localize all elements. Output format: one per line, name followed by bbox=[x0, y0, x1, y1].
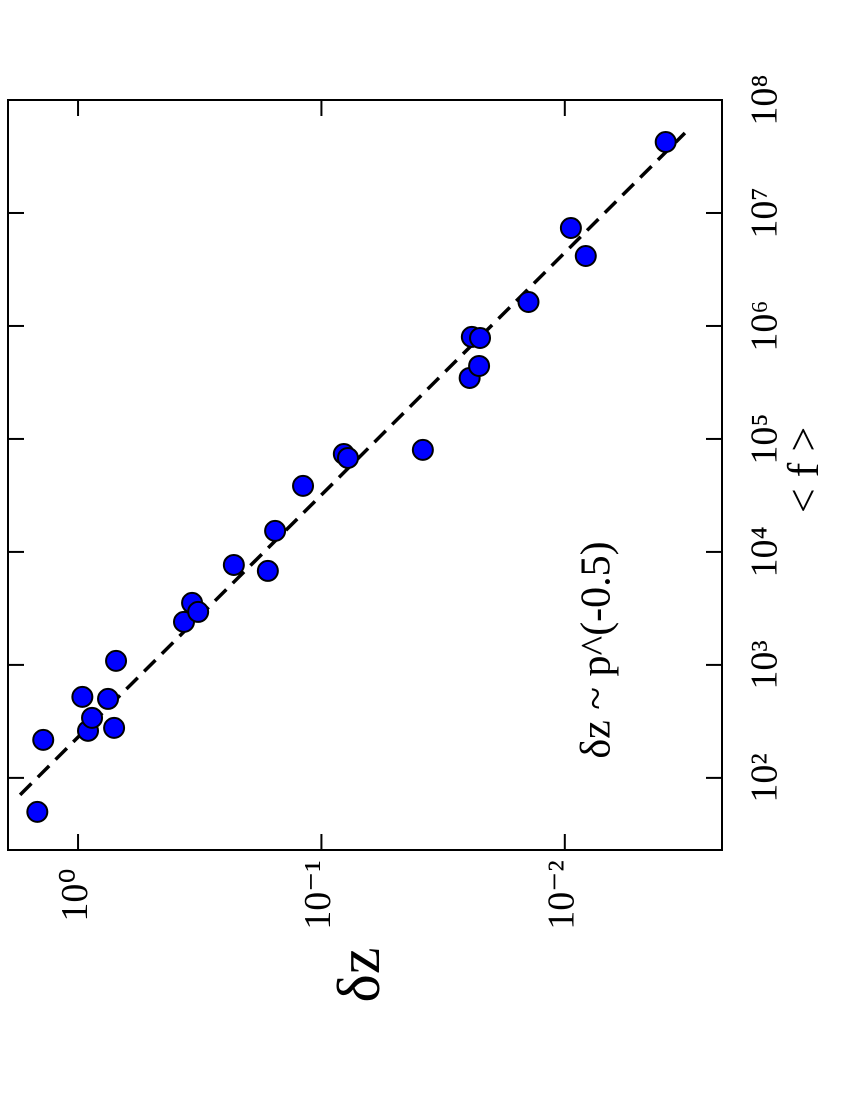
x-tick-label: 10² bbox=[744, 753, 786, 802]
data-point bbox=[411, 438, 434, 461]
data-point bbox=[26, 800, 49, 823]
data-point bbox=[97, 687, 120, 710]
x-tick-label: 10⁷ bbox=[744, 187, 786, 238]
y-tick-label: 10⁻¹ bbox=[297, 860, 339, 929]
x-tick-label: 10⁸ bbox=[744, 74, 786, 125]
data-point bbox=[103, 716, 126, 739]
annotation: δz ~ p^(-0.5) bbox=[574, 541, 620, 758]
data-point bbox=[469, 326, 492, 349]
data-point bbox=[187, 600, 210, 623]
y-tick-label: 10⁻² bbox=[541, 860, 583, 929]
data-point bbox=[336, 446, 359, 469]
data-point bbox=[468, 354, 491, 377]
data-point bbox=[292, 474, 315, 497]
plot-frame bbox=[7, 99, 723, 851]
x-tick-label: 10⁶ bbox=[744, 300, 786, 351]
data-point bbox=[574, 245, 597, 268]
data-point bbox=[559, 217, 582, 240]
data-point bbox=[222, 553, 245, 576]
data-point bbox=[81, 706, 104, 729]
x-tick-label: 10⁵ bbox=[744, 413, 786, 464]
data-point bbox=[105, 649, 128, 672]
data-point bbox=[654, 130, 677, 153]
data-point bbox=[71, 685, 94, 708]
data-point bbox=[32, 728, 55, 751]
data-point bbox=[256, 559, 279, 582]
y-tick-label: 10⁰ bbox=[54, 868, 96, 921]
fit-line bbox=[18, 131, 687, 797]
x-axis-label: < f > bbox=[779, 427, 828, 513]
data-point bbox=[517, 290, 540, 313]
x-tick-label: 10³ bbox=[744, 640, 786, 689]
data-point bbox=[264, 519, 287, 542]
y-axis-label: δz bbox=[326, 948, 392, 1003]
x-tick-label: 10⁴ bbox=[744, 526, 786, 577]
